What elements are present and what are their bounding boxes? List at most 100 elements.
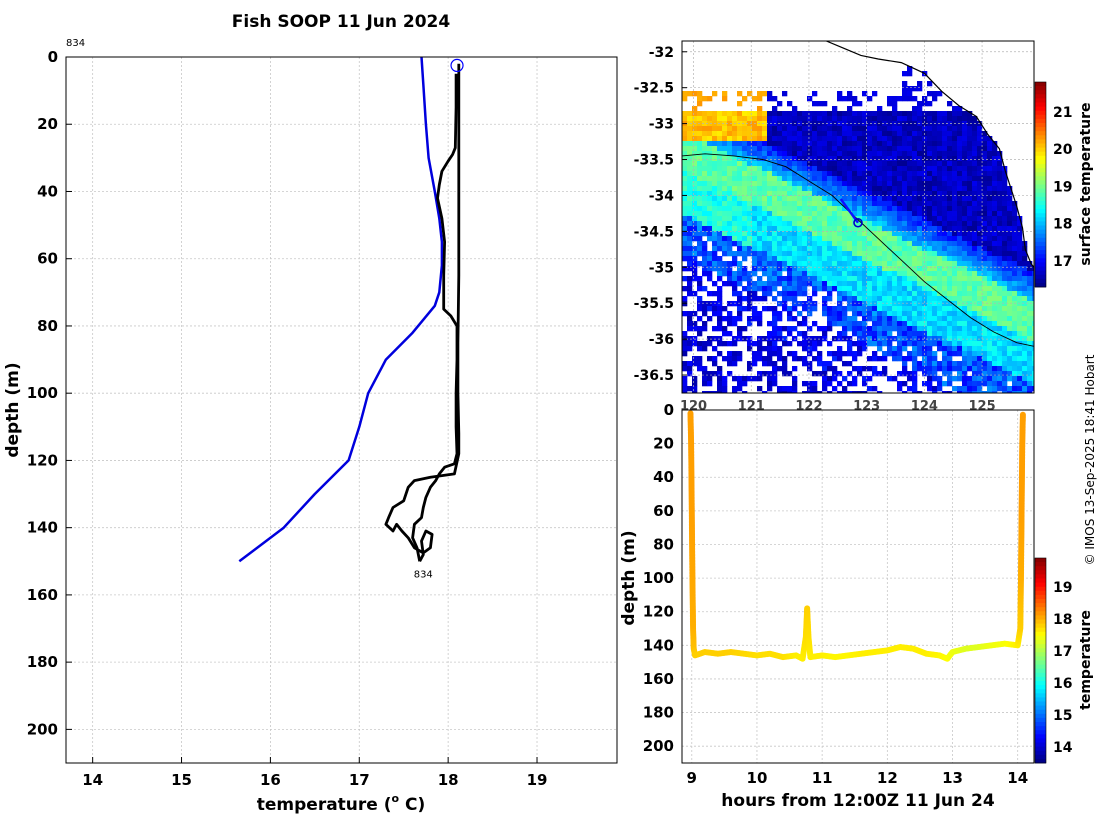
- sst-cell: [697, 286, 703, 292]
- sst-cell: [722, 151, 728, 157]
- sst-cell: [847, 266, 853, 272]
- sst-cell: [822, 141, 828, 147]
- sst-cell: [987, 361, 993, 367]
- sst-cell: [832, 166, 838, 172]
- sst-cell: [737, 176, 743, 182]
- sst-cell: [767, 371, 773, 377]
- sst-cell: [892, 101, 898, 107]
- sst-cell: [762, 91, 768, 97]
- sst-cell: [967, 116, 973, 122]
- sst-cell: [922, 261, 928, 267]
- sst-cell: [907, 131, 913, 137]
- sst-cell: [817, 146, 823, 152]
- sst-cell: [857, 221, 863, 227]
- sst-cell: [737, 221, 743, 227]
- time-series-colorbar-tick-label: 14: [1053, 740, 1073, 756]
- sst-cell: [842, 261, 848, 267]
- sst-cell: [832, 136, 838, 142]
- sst-cell: [702, 196, 708, 202]
- sst-cell: [727, 316, 733, 322]
- sst-cell: [1027, 261, 1033, 267]
- sst-cell: [1022, 261, 1028, 267]
- sst-cell: [777, 191, 783, 197]
- sst-cell: [712, 336, 718, 342]
- sst-cell: [812, 301, 818, 307]
- sst-cell: [972, 361, 978, 367]
- sst-cell: [977, 241, 983, 247]
- sst-cell: [992, 306, 998, 312]
- sst-cell: [817, 286, 823, 292]
- sst-cell: [1007, 301, 1013, 307]
- sst-cell: [832, 286, 838, 292]
- sst-cell: [967, 151, 973, 157]
- sst-cell: [907, 336, 913, 342]
- sst-cell: [777, 151, 783, 157]
- sst-cell: [892, 356, 898, 362]
- sst-cell: [837, 391, 843, 393]
- sst-cell: [892, 226, 898, 232]
- sst-cell: [872, 91, 878, 97]
- sst-cell: [857, 226, 863, 232]
- sst-cell: [907, 126, 913, 132]
- sst-cell: [937, 181, 943, 187]
- sst-cell: [907, 311, 913, 317]
- sst-cell: [952, 261, 958, 267]
- sst-cell: [847, 161, 853, 167]
- sst-cell: [992, 246, 998, 252]
- sst-cell: [762, 286, 768, 292]
- sst-cell: [992, 216, 998, 222]
- sst-cell: [922, 206, 928, 212]
- sst-cell: [937, 196, 943, 202]
- sst-cell: [782, 261, 788, 267]
- sst-cell: [877, 226, 883, 232]
- sst-cell: [812, 341, 818, 347]
- sst-cell: [767, 351, 773, 357]
- map-colorbar-segment: [1035, 102, 1046, 107]
- sst-cell: [1027, 276, 1033, 282]
- sst-cell: [992, 196, 998, 202]
- sst-cell: [942, 231, 948, 237]
- sst-cell: [762, 241, 768, 247]
- sst-cell: [972, 386, 978, 392]
- sst-cell: [817, 126, 823, 132]
- sst-cell: [972, 226, 978, 232]
- time-series-ytick-label: 60: [653, 502, 674, 520]
- sst-cell: [712, 346, 718, 352]
- sst-cell: [782, 361, 788, 367]
- profile-ytick-label: 120: [27, 451, 58, 469]
- sst-cell: [932, 236, 938, 242]
- sst-cell: [922, 266, 928, 272]
- sst-cell: [747, 166, 753, 172]
- sst-cell: [777, 186, 783, 192]
- sst-cell: [1002, 276, 1008, 282]
- sst-cell: [812, 391, 818, 393]
- sst-cell: [752, 161, 758, 167]
- sst-cell: [967, 376, 973, 382]
- sst-cell: [887, 116, 893, 122]
- time-series-xlabel: hours from 12:00Z 11 Jun 24: [721, 791, 995, 811]
- sst-cell: [762, 126, 768, 132]
- sst-cell: [997, 251, 1003, 257]
- sst-cell: [742, 241, 748, 247]
- sst-cell: [877, 151, 883, 157]
- sst-cell: [952, 126, 958, 132]
- sst-cell: [982, 206, 988, 212]
- sst-cell: [877, 256, 883, 262]
- sst-cell: [897, 276, 903, 282]
- sst-cell: [942, 131, 948, 137]
- sst-cell: [702, 216, 708, 222]
- sst-cell: [812, 151, 818, 157]
- sst-cell: [872, 231, 878, 237]
- sst-cell: [952, 316, 958, 322]
- sst-cell: [1007, 261, 1013, 267]
- sst-cell: [787, 216, 793, 222]
- sst-cell: [717, 216, 723, 222]
- sst-cell: [822, 296, 828, 302]
- sst-cell: [907, 201, 913, 207]
- sst-cell: [757, 236, 763, 242]
- sst-cell: [717, 276, 723, 282]
- sst-cell: [697, 126, 703, 132]
- time-series-colorbar-segment: [1035, 619, 1046, 624]
- sst-cell: [1027, 331, 1033, 337]
- sst-cell: [747, 231, 753, 237]
